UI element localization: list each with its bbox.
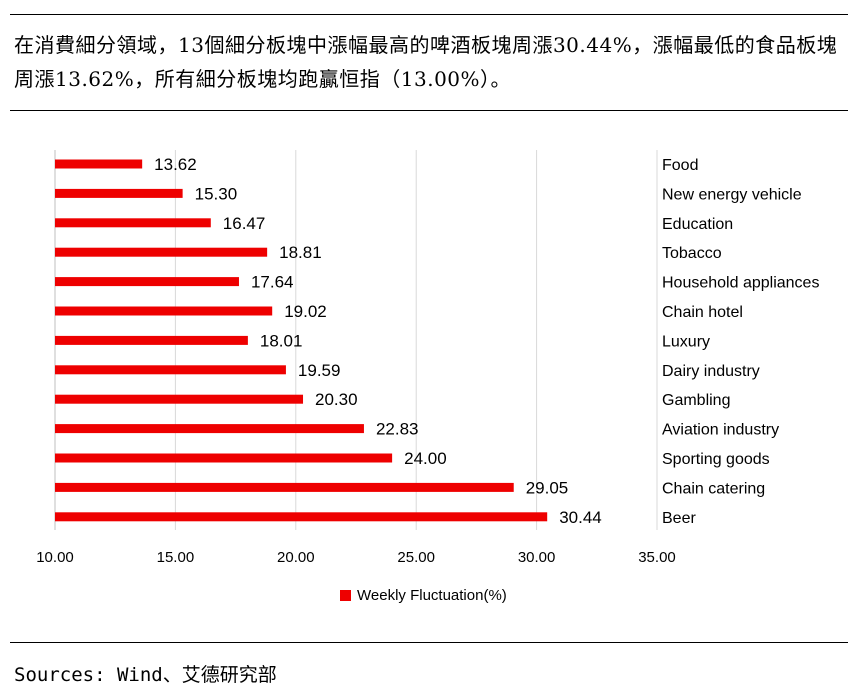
- data-label: 24.00: [404, 449, 447, 468]
- bar: [55, 424, 364, 434]
- category-label: Gambling: [662, 392, 730, 409]
- data-label: 13.62: [154, 155, 197, 174]
- data-label: 20.30: [315, 390, 358, 409]
- category-label: Dairy industry: [662, 363, 760, 380]
- sources-text: Sources: Wind、艾德研究部: [14, 664, 277, 686]
- category-label: Chain hotel: [662, 304, 743, 321]
- category-label: Chain catering: [662, 480, 765, 497]
- category-label: Household appliances: [662, 275, 819, 292]
- data-label: 19.02: [284, 302, 327, 321]
- x-tick-label: 15.00: [157, 549, 195, 566]
- x-tick-labels: 10.00 15.00 20.00 25.00 30.00 35.00: [36, 549, 676, 566]
- category-labels: Food New energy vehicle Education Tobacco Ho…: [662, 157, 819, 527]
- bar: [55, 218, 211, 228]
- category-label: Luxury: [662, 333, 710, 350]
- top-rule: [10, 14, 848, 15]
- bar: [55, 306, 273, 316]
- bar: [55, 512, 548, 522]
- data-label: 22.83: [376, 420, 419, 439]
- headline-text: 在消費細分領域，13個細分板塊中漲幅最高的啤酒板塊周漲30.44%，漲幅最低的食…: [14, 33, 838, 91]
- bar: [55, 335, 248, 345]
- data-label: 18.01: [260, 331, 303, 350]
- bar: [55, 277, 239, 287]
- category-label: Beer: [662, 510, 696, 527]
- data-labels: 13.62 15.30 16.47 18.81 17.64 19.02 18.01 19.59…: [154, 155, 602, 527]
- bar: [55, 394, 304, 404]
- x-tick-label: 20.00: [277, 549, 315, 566]
- x-tick-label: 35.00: [638, 549, 676, 566]
- data-label: 30.44: [559, 508, 602, 527]
- data-label: 18.81: [279, 243, 322, 262]
- category-label: Sporting goods: [662, 451, 770, 468]
- bar: [55, 247, 268, 257]
- data-label: 29.05: [526, 478, 569, 497]
- category-label: Aviation industry: [662, 422, 779, 439]
- category-label: Education: [662, 216, 733, 233]
- bottom-rule: [10, 642, 848, 643]
- bar: [55, 365, 286, 375]
- category-label: Food: [662, 157, 698, 174]
- bar: [55, 188, 183, 198]
- legend: Weekly Fluctuation(%): [340, 587, 507, 604]
- gridlines: [54, 150, 658, 530]
- category-label: New energy vehicle: [662, 186, 802, 203]
- data-label: 17.64: [251, 273, 294, 292]
- x-tick-label: 10.00: [36, 549, 74, 566]
- middle-rule: [10, 110, 848, 111]
- bar: [55, 159, 143, 169]
- category-label: Tobacco: [662, 245, 722, 262]
- bar-chart: 13.62 15.30 16.47 18.81 17.64 19.02 18.01 19.59…: [36, 150, 819, 566]
- bar: [55, 482, 514, 492]
- x-tick-label: 25.00: [397, 549, 435, 566]
- bar: [55, 453, 393, 463]
- legend-label: Weekly Fluctuation(%): [357, 587, 507, 604]
- legend-swatch: [340, 590, 351, 601]
- data-label: 19.59: [298, 361, 341, 380]
- x-tick-label: 30.00: [518, 549, 556, 566]
- data-label: 15.30: [195, 184, 238, 203]
- bars: [55, 159, 548, 522]
- data-label: 16.47: [223, 214, 266, 233]
